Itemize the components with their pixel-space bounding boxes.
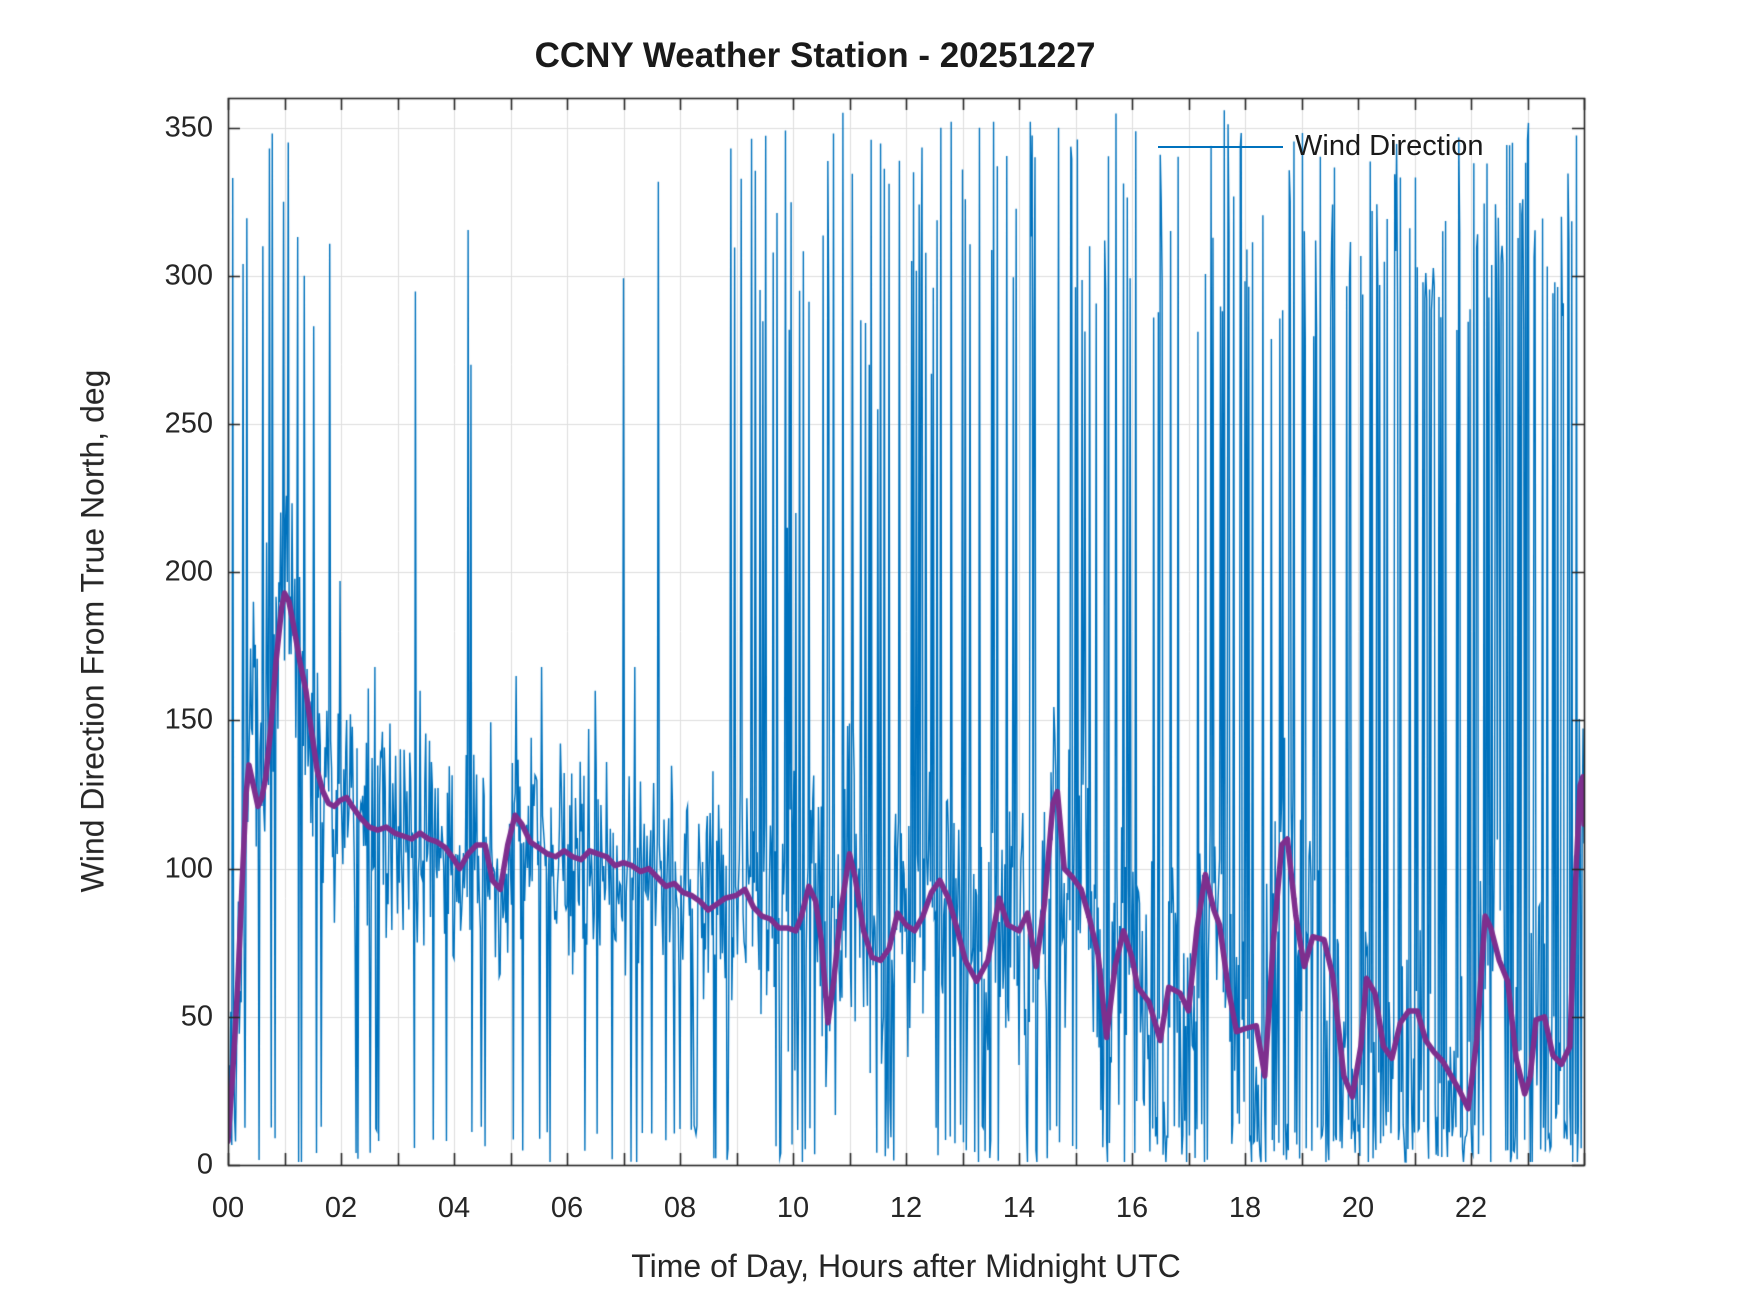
x-tick-label: 22 xyxy=(1454,1192,1488,1224)
x-tick-label: 04 xyxy=(437,1192,471,1224)
x-tick-label: 20 xyxy=(1341,1192,1375,1224)
chart-title: CCNY Weather Station - 20251227 xyxy=(534,36,1096,75)
x-tick-label: 00 xyxy=(211,1192,245,1224)
x-tick-label: 14 xyxy=(1002,1192,1036,1224)
legend-label: Wind Direction xyxy=(1295,129,1484,162)
x-tick-label: 10 xyxy=(776,1192,810,1224)
y-tick-label: 200 xyxy=(164,555,213,588)
x-tick-label: 16 xyxy=(1115,1192,1149,1224)
y-tick-label: 100 xyxy=(164,852,213,885)
legend-line-sample xyxy=(1158,146,1283,148)
x-tick-label: 06 xyxy=(550,1192,584,1224)
x-axis-label: Time of Day, Hours after Midnight UTC xyxy=(631,1248,1181,1284)
y-tick-label: 150 xyxy=(164,703,213,736)
y-tick-label: 300 xyxy=(164,259,213,292)
x-tick-label: 08 xyxy=(663,1192,697,1224)
y-tick-label: 0 xyxy=(196,1148,213,1181)
y-tick-label: 250 xyxy=(164,407,213,440)
y-tick-label: 50 xyxy=(180,1000,213,1033)
y-tick-label: 350 xyxy=(164,111,213,144)
y-axis-label: Wind Direction From True North, deg xyxy=(74,369,111,893)
x-tick-label: 12 xyxy=(889,1192,923,1224)
x-tick-label: 02 xyxy=(324,1192,358,1224)
x-tick-label: 18 xyxy=(1228,1192,1262,1224)
